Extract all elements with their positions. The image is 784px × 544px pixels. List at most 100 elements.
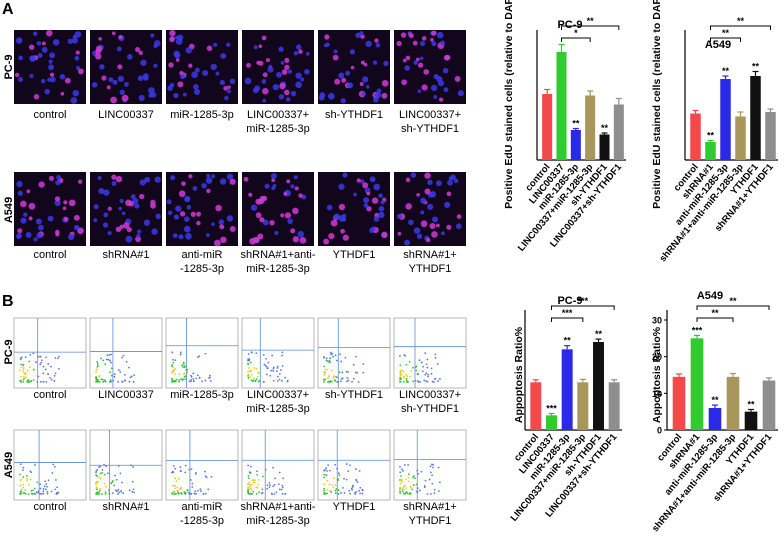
- event: [110, 380, 113, 383]
- nucleus: [168, 62, 174, 68]
- event: [399, 372, 402, 375]
- nucleus: [408, 33, 414, 39]
- event: [281, 484, 284, 487]
- event: [20, 488, 23, 491]
- nucleus: [184, 196, 190, 201]
- bar: [762, 380, 776, 430]
- event: [269, 374, 272, 377]
- event: [415, 483, 418, 486]
- nucleus: [293, 175, 298, 180]
- event: [114, 474, 116, 477]
- event: [323, 473, 325, 476]
- nucleus: [190, 211, 196, 217]
- event: [437, 466, 440, 469]
- event: [356, 481, 359, 483]
- event: [407, 381, 409, 383]
- plot-bg: [317, 429, 391, 501]
- nucleus: [117, 64, 123, 70]
- nucleus: [134, 203, 140, 209]
- event: [326, 479, 329, 482]
- event: [180, 470, 183, 472]
- nucleus: [284, 57, 290, 63]
- event: [121, 481, 123, 484]
- event: [24, 493, 27, 495]
- event: [24, 371, 27, 374]
- nucleus: [29, 55, 36, 62]
- event: [256, 486, 259, 489]
- event: [251, 373, 253, 376]
- event: [44, 488, 47, 491]
- flow-plot: [241, 429, 315, 501]
- event: [423, 486, 426, 488]
- event: [266, 487, 269, 490]
- event: [248, 376, 251, 379]
- event: [101, 469, 104, 471]
- event: [399, 381, 401, 383]
- event: [27, 493, 30, 495]
- event: [23, 372, 26, 375]
- nucleus: [229, 178, 236, 185]
- nucleus: [347, 82, 354, 89]
- event: [34, 464, 36, 466]
- bar: [690, 113, 701, 160]
- nucleus: [41, 46, 48, 53]
- event: [333, 375, 336, 377]
- nucleus: [202, 69, 209, 77]
- event: [334, 463, 337, 466]
- event: [266, 367, 269, 370]
- nucleus: [405, 203, 412, 210]
- nucleus: [151, 228, 158, 235]
- event: [133, 374, 136, 377]
- event: [205, 476, 208, 479]
- event: [109, 371, 111, 374]
- event: [323, 476, 326, 479]
- nucleus: [341, 217, 347, 222]
- event: [29, 366, 31, 368]
- flow-plot: [165, 429, 239, 501]
- event: [416, 469, 419, 472]
- flow-plot: [241, 317, 315, 389]
- panel-label: A: [2, 1, 14, 18]
- event: [171, 484, 174, 487]
- nucleus: [106, 85, 111, 90]
- nucleus: [48, 59, 53, 64]
- nucleus: [219, 224, 225, 230]
- nucleus: [73, 214, 80, 221]
- event: [20, 492, 22, 495]
- nucleus: [116, 46, 122, 52]
- image-caption: YTHDF1: [409, 263, 452, 275]
- event: [172, 358, 174, 361]
- event: [247, 475, 250, 477]
- nucleus: [416, 233, 423, 239]
- event: [337, 472, 340, 475]
- event: [280, 369, 282, 371]
- event: [58, 355, 60, 358]
- nucleus: [446, 224, 452, 230]
- nucleus: [360, 60, 365, 65]
- event: [95, 491, 98, 494]
- event: [359, 486, 362, 489]
- event: [434, 353, 437, 356]
- event: [45, 381, 48, 383]
- event: [36, 381, 39, 383]
- nucleus: [172, 233, 178, 239]
- event: [402, 370, 405, 373]
- significance: **: [587, 16, 595, 26]
- event: [175, 378, 178, 381]
- nucleus: [402, 58, 407, 63]
- event: [247, 359, 249, 362]
- image-caption: -1285-3p: [180, 515, 224, 527]
- event: [247, 483, 249, 486]
- bracket: [561, 37, 591, 42]
- nucleus: [20, 200, 27, 208]
- event: [399, 374, 402, 377]
- nucleus: [433, 95, 438, 99]
- bar: [705, 142, 716, 160]
- event: [263, 380, 265, 383]
- nucleus: [211, 174, 216, 179]
- nucleus: [175, 35, 179, 40]
- bar: [690, 338, 704, 430]
- nucleus: [427, 179, 433, 186]
- event: [399, 466, 401, 468]
- significance: **: [729, 296, 737, 306]
